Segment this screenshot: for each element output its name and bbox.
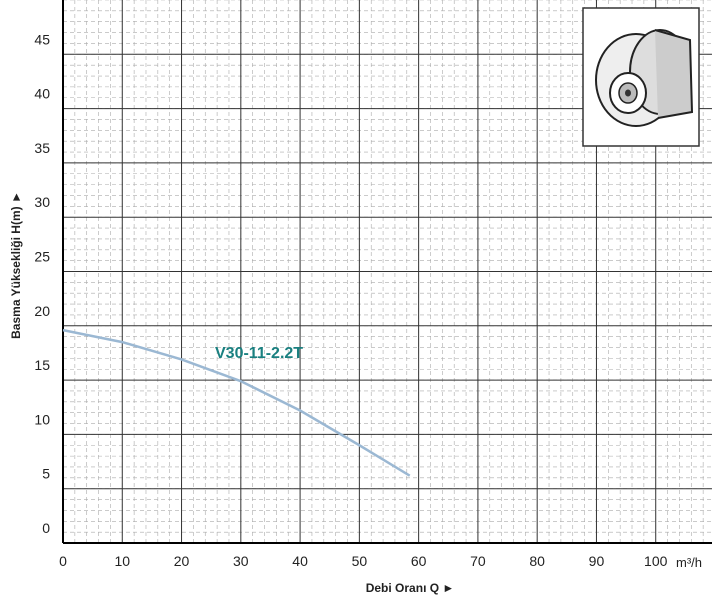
y-tick-label: 0	[42, 520, 50, 536]
y-tick-label: 35	[34, 140, 50, 156]
x-tick-label: 40	[292, 553, 308, 569]
y-tick-label: 15	[34, 357, 50, 373]
y-tick-label: 40	[34, 86, 50, 102]
x-tick-label: 0	[59, 553, 67, 569]
y-tick-label: 30	[34, 194, 50, 210]
y-tick-label: 45	[34, 31, 50, 47]
y-tick-label: 20	[34, 303, 50, 319]
x-unit: m³/h	[676, 555, 702, 570]
x-tick-label: 80	[529, 553, 545, 569]
x-axis-title: Debi Oranı Q ►	[366, 581, 455, 595]
x-tick-label: 60	[411, 553, 427, 569]
x-tick-label: 50	[352, 553, 368, 569]
x-tick-label: 30	[233, 553, 249, 569]
x-tick-label: 90	[589, 553, 605, 569]
y-tick-label: 10	[34, 411, 50, 427]
y-tick-label: 5	[42, 466, 50, 482]
pump-image	[582, 7, 700, 147]
series-line	[62, 328, 411, 477]
y-tick-label: 25	[34, 249, 50, 265]
series-label: V30-11-2.2T	[215, 345, 303, 362]
x-tick-label: 20	[174, 553, 190, 569]
x-tick-label: 100	[644, 553, 668, 569]
marks	[62, 328, 411, 477]
x-tick-label: 10	[114, 553, 130, 569]
x-tick-label: 70	[470, 553, 486, 569]
y-axis-title: Basma Yüksekliği H(m) ►	[9, 191, 23, 339]
